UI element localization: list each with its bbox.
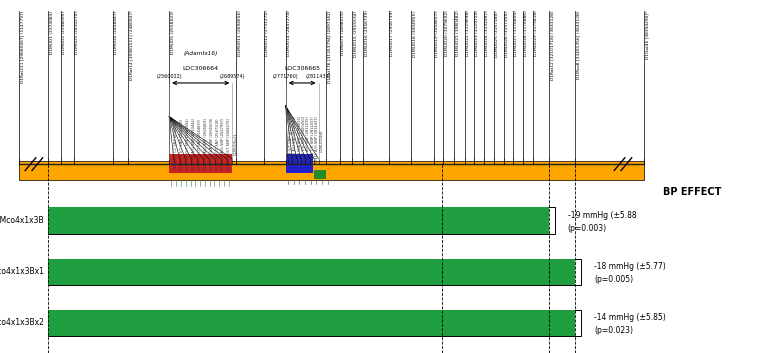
Text: D1MUO18 (3004955): D1MUO18 (3004955) — [413, 11, 417, 56]
Text: D1MUO22 (3129698): D1MUO22 (3129698) — [466, 11, 470, 56]
Text: D1MUO5 A/G SNP (2565801): D1MUO5 A/G SNP (2565801) — [204, 118, 208, 170]
Text: D1Mco4x1x3Bx1: D1Mco4x1x3Bx1 — [0, 267, 44, 276]
Text: D1Rat211 [29685067] (1147797): D1Rat211 [29685067] (1147797) — [21, 11, 24, 83]
Text: D1MUO14 (2847274): D1MUO14 (2847274) — [287, 11, 291, 56]
Text: (2771760): (2771760) — [273, 74, 299, 79]
Text: -14 mmHg (±5.85): -14 mmHg (±5.85) — [594, 313, 666, 322]
Bar — [314, 170, 326, 179]
Text: +3162 G/A SNP (2799015): +3162 G/A SNP (2799015) — [297, 116, 302, 164]
Bar — [48, 310, 575, 336]
Text: D1MUO5 G/T SNP (2561604): D1MUO5 G/T SNP (2561604) — [186, 118, 190, 170]
Text: D1MUO5 (2558503): D1MUO5 (2558503) — [171, 11, 174, 54]
Text: -19 mmHg (±5.88: -19 mmHg (±5.88 — [568, 211, 636, 220]
Text: D1MUO5 CC SNP (2560886): D1MUO5 CC SNP (2560886) — [174, 119, 178, 169]
Text: (2689574): (2689574) — [219, 74, 245, 79]
Text: -18 mmHg (±5.77): -18 mmHg (±5.77) — [594, 262, 666, 271]
Text: D1Mco4x1x3Bx2: D1Mco4x1x3Bx2 — [0, 318, 44, 328]
Text: (2560022): (2560022) — [156, 74, 182, 79]
Text: D1MUO5 G/A SNP (2566509): D1MUO5 G/A SNP (2566509) — [210, 118, 213, 170]
Text: +4506 T/G SNP (2811437): +4506 T/G SNP (2811437) — [311, 116, 315, 164]
Text: D1Got46 [38394290]*: D1Got46 [38394290]* — [645, 11, 649, 59]
Text: D1MUO4 (2458447): D1MUO4 (2458447) — [114, 11, 118, 54]
Text: D1MUO21 (3080482): D1MUO21 (3080482) — [456, 11, 459, 56]
Text: D1MUO27 (3176850): D1MUO27 (3176850) — [514, 11, 518, 56]
Text: D1Mco4x1x3B: D1Mco4x1x3B — [0, 216, 44, 225]
Text: D1MUO1 (2374083): D1MUO1 (2374083) — [50, 11, 53, 54]
Text: D1MUO2 (2398095): D1MUO2 (2398095) — [62, 11, 66, 54]
Text: (p=0.005): (p=0.005) — [594, 275, 633, 284]
Text: +2975 A/G SNP (2797342): +2975 A/G SNP (2797342) — [293, 116, 297, 164]
Bar — [48, 258, 575, 285]
Text: D1MUO20 (3079602): D1MUO20 (3079602) — [445, 11, 449, 56]
Text: D1MUO17 (2956739): D1MUO17 (2956739) — [390, 11, 394, 56]
Text: D1MUO3 (2410270): D1MUO3 (2410270) — [75, 11, 79, 54]
Text: D1MUO28 (3176886): D1MUO28 (3176886) — [524, 11, 528, 56]
Text: D1Mco75 (2898015): D1Mco75 (2898015) — [341, 11, 345, 55]
Text: D1MUO24 (3132997): D1MUO24 (3132997) — [485, 11, 489, 56]
Text: D1MUO14s8: D1MUO14s8 — [319, 129, 323, 151]
Text: D1Rat12 [32101718] (3643128): D1Rat12 [32101718] (3643128) — [550, 11, 554, 80]
Text: D1Mco8 [33401356] (3643128): D1Mco8 [33401356] (3643128) — [577, 11, 581, 79]
Text: D1MUO5 T/C SNP (2561485): D1MUO5 T/C SNP (2561485) — [181, 118, 184, 170]
Text: +3906 T/G SNP (2800250): +3906 T/G SNP (2800250) — [302, 116, 306, 164]
Text: D1MUO15 (2915534): D1MUO15 (2915534) — [354, 11, 357, 57]
Text: D1MUO12 (2731275): D1MUO12 (2731275) — [265, 11, 269, 56]
Text: D1MUO19 (3054657): D1MUO19 (3054657) — [435, 11, 439, 56]
Text: D1Rat14 [30981511] (2480947): D1Rat14 [30981511] (2480947) — [130, 11, 133, 80]
Text: (2811437): (2811437) — [306, 74, 331, 79]
Text: D1MUO16 (2956739): D1MUO16 (2956739) — [365, 11, 369, 56]
Text: LOC306664: LOC306664 — [183, 66, 219, 71]
Text: BP EFFECT: BP EFFECT — [663, 187, 722, 197]
Text: D1MUO29 (3179418): D1MUO29 (3179418) — [534, 11, 538, 56]
Text: +4411 A/G SNP (2811075): +4411 A/G SNP (2811075) — [306, 116, 310, 164]
Text: D1MUO5s11: D1MUO5s11 — [233, 133, 237, 155]
Text: D1MUO23 (3129729): D1MUO23 (3129729) — [475, 11, 479, 56]
Text: LOC306665: LOC306665 — [284, 66, 320, 71]
Bar — [169, 154, 232, 173]
Text: (p=0.023): (p=0.023) — [594, 326, 633, 335]
Bar — [48, 207, 549, 234]
Text: +2559 G/C SNP (2731275): +2559 G/C SNP (2731275) — [289, 116, 293, 164]
Bar — [48, 258, 581, 285]
Bar — [19, 161, 644, 180]
Bar — [48, 310, 581, 336]
Text: D1MUO5 A/G SNP (2563444): D1MUO5 A/G SNP (2563444) — [192, 118, 196, 170]
Text: D1MUO5 G/T SNP (2568079): D1MUO5 G/T SNP (2568079) — [227, 118, 232, 170]
Text: (p=0.003): (p=0.003) — [568, 224, 607, 233]
Text: +7411 A/G SNP (2814437): +7411 A/G SNP (2814437) — [315, 116, 319, 164]
Text: D1MUO5 C/T SNP (2567100): D1MUO5 C/T SNP (2567100) — [216, 118, 219, 170]
Text: D1MUO11 (2692656): D1MUO11 (2692656) — [238, 11, 242, 56]
Text: D1MUO5 C/T SNP (2564697): D1MUO5 C/T SNP (2564697) — [198, 118, 202, 170]
Text: D1MUO5 A/G SNP (2567997): D1MUO5 A/G SNP (2567997) — [222, 118, 226, 170]
Text: (Adamts16): (Adamts16) — [184, 52, 218, 56]
Bar — [48, 207, 555, 234]
Text: D1MUO25 (3157180): D1MUO25 (3157180) — [495, 11, 499, 56]
Bar — [286, 154, 313, 173]
Text: D1Rat176 [31353794] (2897342): D1Rat176 [31353794] (2897342) — [328, 11, 331, 83]
Text: D1MUO26 (3157205): D1MUO26 (3157205) — [505, 11, 509, 56]
